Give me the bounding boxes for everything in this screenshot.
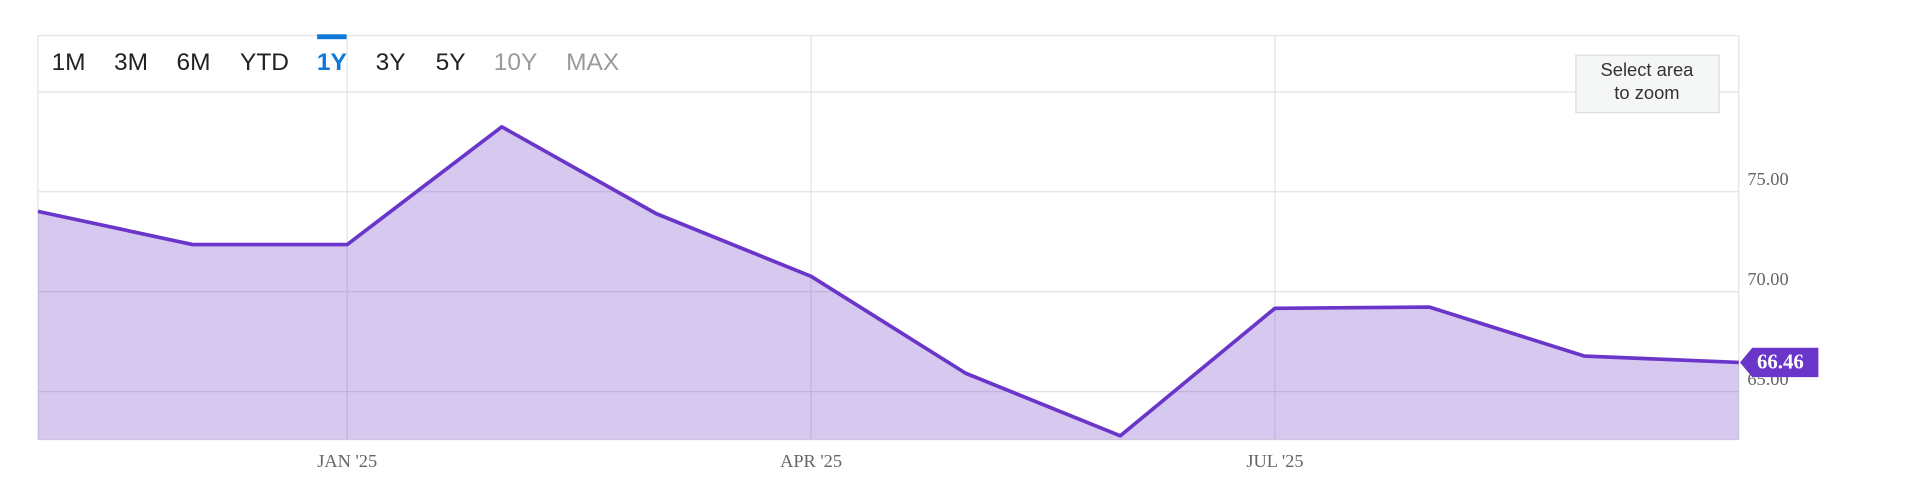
y-tick-label: 75.00 xyxy=(1747,169,1788,189)
zoom-hint-box xyxy=(1575,54,1720,114)
range-button[interactable]: 1Y xyxy=(317,49,347,76)
data-layer xyxy=(37,124,1739,440)
last-value-badge xyxy=(1740,347,1819,378)
last-value-label: 66.46 xyxy=(1757,349,1804,373)
chart-frame xyxy=(37,34,1740,441)
range-button[interactable]: 6M xyxy=(176,49,210,76)
x-tick-label: JUL '25 xyxy=(1246,451,1303,471)
x-tick-label: APR '25 xyxy=(780,451,842,471)
line xyxy=(37,124,1739,438)
range-button[interactable]: 1M xyxy=(52,49,86,76)
x-tick-label: JAN '25 xyxy=(317,451,377,471)
y-tick-label: 70.00 xyxy=(1747,269,1788,289)
range-button[interactable]: 3Y xyxy=(376,49,406,76)
range-button[interactable]: 5Y xyxy=(436,49,466,76)
zoom-hint: Select area xyxy=(1601,59,1695,80)
active-indicator xyxy=(317,34,347,40)
area-fill xyxy=(37,126,1739,440)
range-button[interactable]: 3M xyxy=(114,49,148,76)
grid xyxy=(37,35,1739,440)
zoom-hint: to zoom xyxy=(1614,82,1679,103)
range-button[interactable]: 10Y xyxy=(494,49,538,76)
range-button[interactable]: YTD xyxy=(240,49,289,76)
range-button[interactable]: MAX xyxy=(566,49,619,76)
